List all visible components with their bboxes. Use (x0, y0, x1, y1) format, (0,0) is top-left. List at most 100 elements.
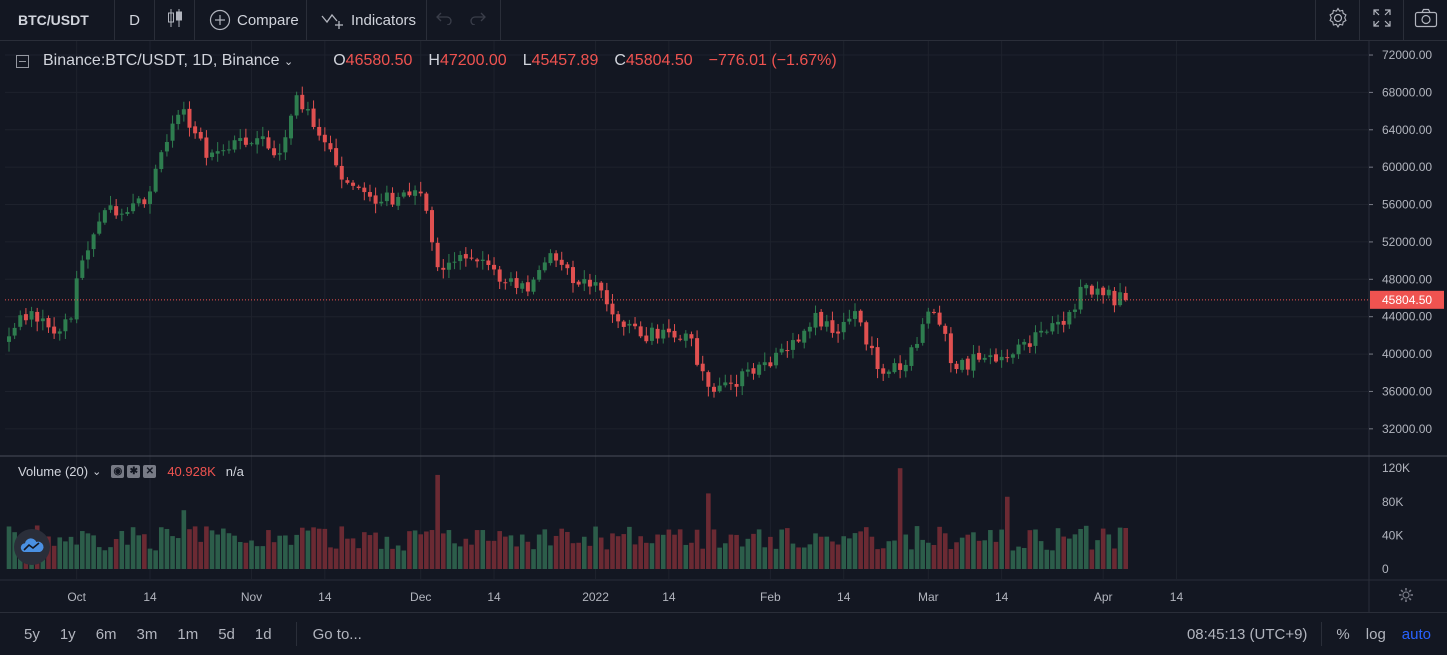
candle-body (621, 321, 626, 327)
volume-bar (6, 526, 12, 569)
range-6m[interactable]: 6m (95, 625, 117, 643)
price-chart[interactable]: 72000.00 68000.00 64000.00 60000.00 56000.00… (0, 41, 1447, 613)
volume-bar (801, 547, 807, 569)
volume-bar (813, 533, 818, 569)
volume-bar (542, 529, 548, 569)
volume-bar (954, 542, 959, 569)
compare-button[interactable]: Compare (195, 0, 307, 40)
volume-bar (74, 544, 79, 569)
clock-time[interactable]: 08:45:13 (UTC+9) (1186, 625, 1308, 643)
volume-bar (1021, 547, 1027, 569)
volume-bar (333, 548, 339, 569)
chart-type-button[interactable] (155, 0, 195, 40)
volume-bar (407, 531, 412, 569)
range-1m[interactable]: 1m (177, 625, 199, 643)
redo-button[interactable] (461, 0, 501, 40)
volume-bar (424, 531, 429, 569)
fullscreen-button[interactable] (1359, 0, 1403, 40)
volume-bar (1089, 549, 1095, 569)
volume-bar (638, 536, 643, 569)
eye-icon[interactable]: ◉ (111, 465, 125, 478)
candle-body (441, 267, 446, 270)
candle-body (649, 327, 654, 341)
candle-body (903, 364, 908, 372)
candle-body (666, 328, 671, 333)
volume-bar (796, 547, 801, 569)
goto-button[interactable]: Go to... (312, 625, 362, 643)
candle-body (463, 254, 468, 259)
candle-body (418, 191, 423, 194)
candle-body (277, 153, 282, 155)
volume-tick-label: 80K (1382, 495, 1403, 509)
candle-body (757, 364, 762, 375)
volume-legend: Volume (20) ⌄ ◉ ✱ ✕ 40.928K n/a (18, 464, 244, 479)
snapshot-button[interactable] (1403, 0, 1447, 40)
symbol-selector[interactable]: BTC/USDT (0, 0, 115, 40)
gear-icon[interactable] (1399, 588, 1413, 602)
volume-bar (830, 541, 835, 569)
settings-button[interactable] (1315, 0, 1359, 40)
volume-bar (694, 529, 700, 569)
x-tick-label: 2022 (582, 590, 609, 604)
candle-body (57, 331, 62, 334)
range-1d[interactable]: 1d (254, 625, 272, 643)
percent-toggle[interactable]: % (1336, 625, 1350, 643)
indicators-button[interactable]: Indicators (307, 0, 427, 40)
volume-bar (514, 546, 519, 569)
volume-bar (378, 548, 384, 569)
volume-bar (452, 543, 457, 569)
volume-bar (125, 544, 130, 569)
volume-bar (536, 534, 542, 569)
x-tick-label: Feb (760, 590, 781, 604)
volume-bar (519, 534, 525, 569)
candle-body (1033, 332, 1038, 346)
candle-body (559, 259, 564, 265)
volume-bar (418, 534, 424, 569)
x-tick-label: 14 (995, 590, 1009, 604)
legend-symbol[interactable]: Binance:BTC/USDT, 1D, Binance ⌄ (43, 52, 293, 70)
candle-body (768, 362, 773, 367)
volume-bar (401, 550, 407, 569)
volume-bar (937, 526, 942, 569)
gear-icon[interactable]: ✱ (127, 465, 141, 478)
auto-toggle[interactable]: auto (1401, 625, 1431, 643)
candle-body (1106, 289, 1111, 296)
volume-bar (192, 526, 198, 569)
candle-body (655, 328, 660, 339)
candle-body (164, 142, 169, 152)
candle-body (80, 260, 85, 278)
volume-bar (722, 543, 728, 569)
candle-body (977, 352, 982, 360)
range-3m[interactable]: 3m (136, 625, 158, 643)
volume-bar (57, 537, 63, 569)
volume-bar (503, 536, 508, 569)
log-toggle[interactable]: log (1365, 625, 1386, 643)
tradingview-logo[interactable] (14, 529, 50, 565)
candle-body (672, 330, 677, 338)
candle-body (915, 343, 920, 348)
volume-bar (965, 534, 971, 569)
candles-icon (166, 8, 184, 32)
interval-selector[interactable]: D (115, 0, 155, 40)
candle-body (520, 283, 525, 289)
divider (295, 622, 297, 646)
volume-bar (85, 533, 91, 569)
volume-label[interactable]: Volume (20) (18, 464, 89, 479)
chevron-down-icon[interactable]: ⌄ (92, 466, 102, 478)
range-5d[interactable]: 5d (218, 625, 235, 643)
undo-button[interactable] (427, 0, 461, 40)
candle-body (661, 329, 666, 339)
candle-body (1027, 343, 1032, 347)
range-5y[interactable]: 5y (24, 625, 40, 643)
range-1y[interactable]: 1y (59, 625, 76, 643)
volume-bar (209, 530, 215, 569)
close-icon[interactable]: ✕ (143, 465, 157, 478)
gear-icon-tooth (1400, 589, 1404, 593)
candle-body (187, 108, 192, 128)
candle-body (317, 126, 322, 136)
volume-bar (880, 548, 886, 569)
collapse-legend-icon[interactable] (16, 54, 29, 68)
candle-body (593, 282, 598, 286)
candle-body (153, 168, 158, 192)
gear-icon-tooth (1408, 589, 1412, 593)
